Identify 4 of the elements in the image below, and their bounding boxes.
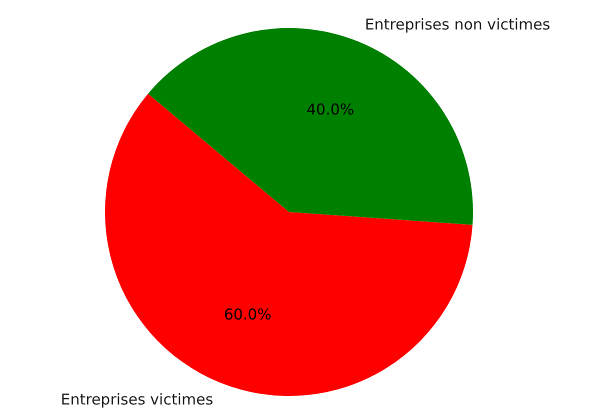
data-label: 40.0% xyxy=(306,100,354,119)
slice-label: Entreprises non victimes xyxy=(364,15,550,34)
slice-label: Entreprises victimes xyxy=(60,390,214,409)
data-label: 60.0% xyxy=(224,305,272,324)
